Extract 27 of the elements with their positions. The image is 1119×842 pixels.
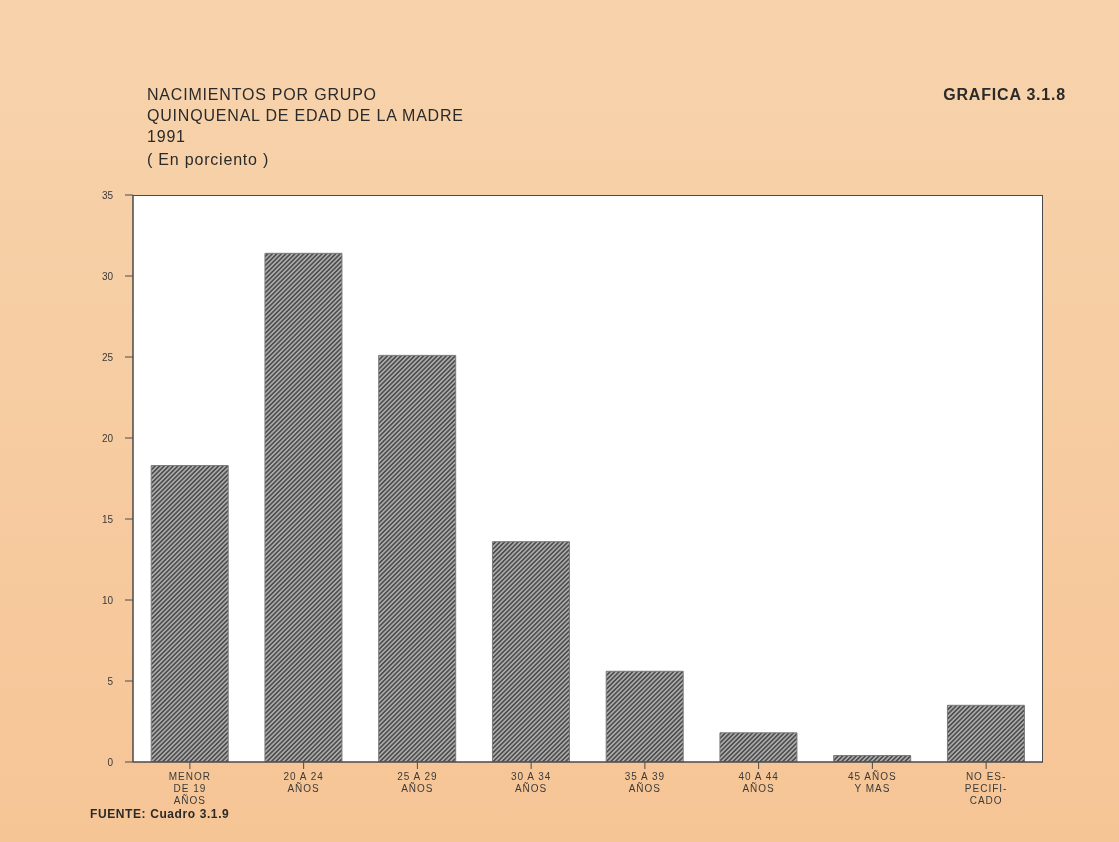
bar [946, 704, 1025, 762]
bar [378, 354, 457, 762]
text: GRAFICA 3.1.8 [943, 85, 1066, 105]
x-tick-label: 45 AÑOS Y MAS [848, 770, 897, 794]
bar [605, 670, 684, 762]
x-tick-label: 40 A 44 AÑOS [738, 771, 779, 794]
y-tick-label: 35 [101, 190, 114, 201]
x-tick-label: 35 A 39 AÑOS [624, 771, 666, 794]
y-tick-label: 25 [101, 352, 114, 363]
x-tick-label: 30 A 34 AÑOS [510, 771, 552, 794]
bar [719, 732, 798, 762]
bar [491, 541, 570, 762]
x-tick-label: MENOR DE 19 AÑOS [168, 771, 211, 806]
y-tick-label: 0 [107, 757, 114, 768]
x-tick-label: 25 A 29 AÑOS [397, 771, 438, 794]
x-tick-label: 20 A 24 AÑOS [283, 771, 324, 794]
chart-title: NACIMIENTOS POR GRUPO QUINQUENAL DE EDAD DE LA MADRE 1991 [147, 85, 464, 147]
source-note: FUENTE: Cuadro 3.1.9 [90, 807, 230, 822]
y-tick-label: 5 [107, 676, 114, 687]
y-tick-label: 20 [101, 433, 114, 444]
bar [150, 465, 229, 762]
chart-subtitle: ( En porciento ) [147, 150, 270, 170]
y-tick-label: 30 [101, 271, 114, 282]
bar [264, 252, 343, 762]
y-tick-label: 10 [101, 595, 114, 606]
y-tick-label: 15 [101, 514, 114, 525]
x-tick-label: NO ES- PECIFI- CADO [964, 771, 1008, 806]
